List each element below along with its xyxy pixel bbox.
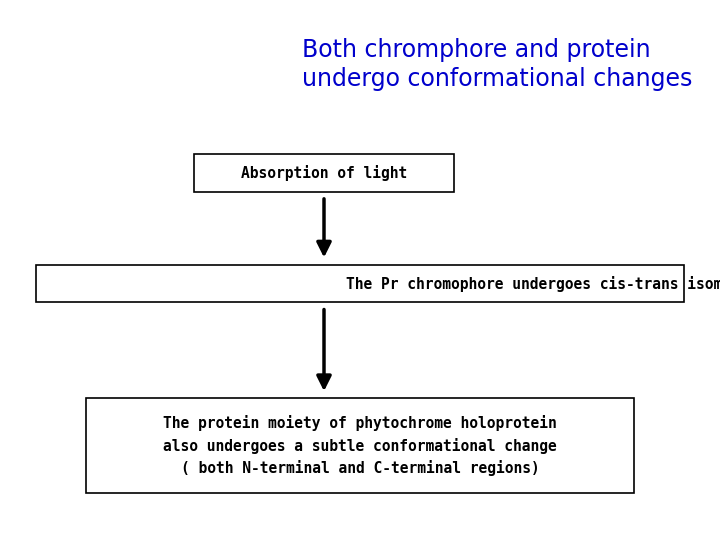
Text: Absorption of light: Absorption of light (241, 165, 407, 181)
FancyBboxPatch shape (36, 265, 684, 302)
Text: Both chromphore and protein
undergo conformational changes: Both chromphore and protein undergo conf… (302, 38, 693, 91)
Text: The protein moiety of phytochrome holoprotein
also undergoes a subtle conformati: The protein moiety of phytochrome holopr… (163, 415, 557, 476)
FancyBboxPatch shape (86, 399, 634, 492)
Text: The Pr chromophore undergoes cis-trans isomerization: The Pr chromophore undergoes cis-trans i… (346, 275, 720, 292)
FancyBboxPatch shape (194, 154, 454, 192)
